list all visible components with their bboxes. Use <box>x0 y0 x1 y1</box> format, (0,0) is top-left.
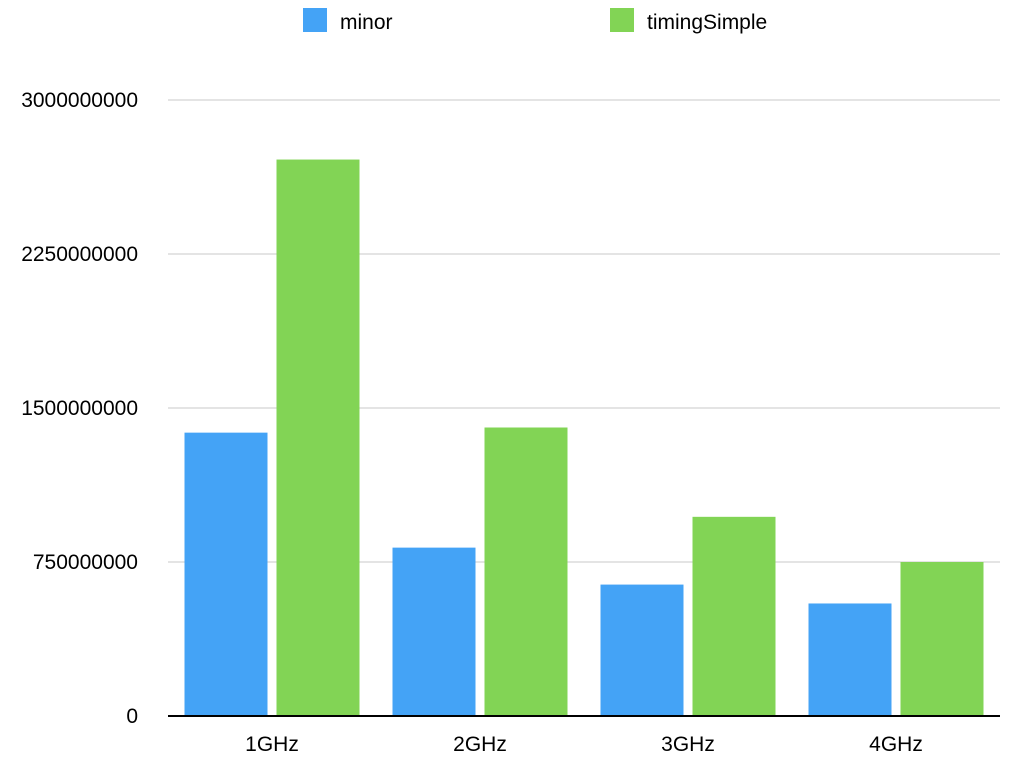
y-tick-label: 1500000000 <box>21 397 138 420</box>
legend-label-timingSimple: timingSimple <box>647 11 767 34</box>
x-tick-label: 2GHz <box>453 733 507 756</box>
x-tick-label: 3GHz <box>661 733 715 756</box>
x-tick-label: 4GHz <box>869 733 923 756</box>
y-axis-ticks: 0 750000000 1500000000 2250000000 3000000000 <box>21 89 138 728</box>
x-axis-ticks: 1GHz 2GHz 3GHz 4GHz <box>245 733 923 756</box>
bar-timingSimple-1GHz <box>276 159 360 717</box>
y-tick-label: 750000000 <box>33 551 138 574</box>
bar-timingSimple-3GHz <box>692 516 776 716</box>
y-tick-label: 3000000000 <box>21 89 138 112</box>
y-tick-label: 2250000000 <box>21 243 138 266</box>
bar-minor-4GHz <box>808 603 892 716</box>
legend-swatch-minor <box>303 8 327 32</box>
y-tick-label: 0 <box>126 705 138 728</box>
x-tick-label: 1GHz <box>245 733 299 756</box>
bar-timingSimple-2GHz <box>484 427 568 716</box>
bar-minor-2GHz <box>392 547 476 716</box>
bar-timingSimple-4GHz <box>900 562 984 716</box>
bars <box>184 159 984 717</box>
bar-minor-1GHz <box>184 432 268 716</box>
bar-minor-3GHz <box>600 584 684 716</box>
legend-label-minor: minor <box>340 11 393 34</box>
legend-swatch-timingSimple <box>610 8 634 32</box>
legend: minor timingSimple <box>303 8 767 34</box>
